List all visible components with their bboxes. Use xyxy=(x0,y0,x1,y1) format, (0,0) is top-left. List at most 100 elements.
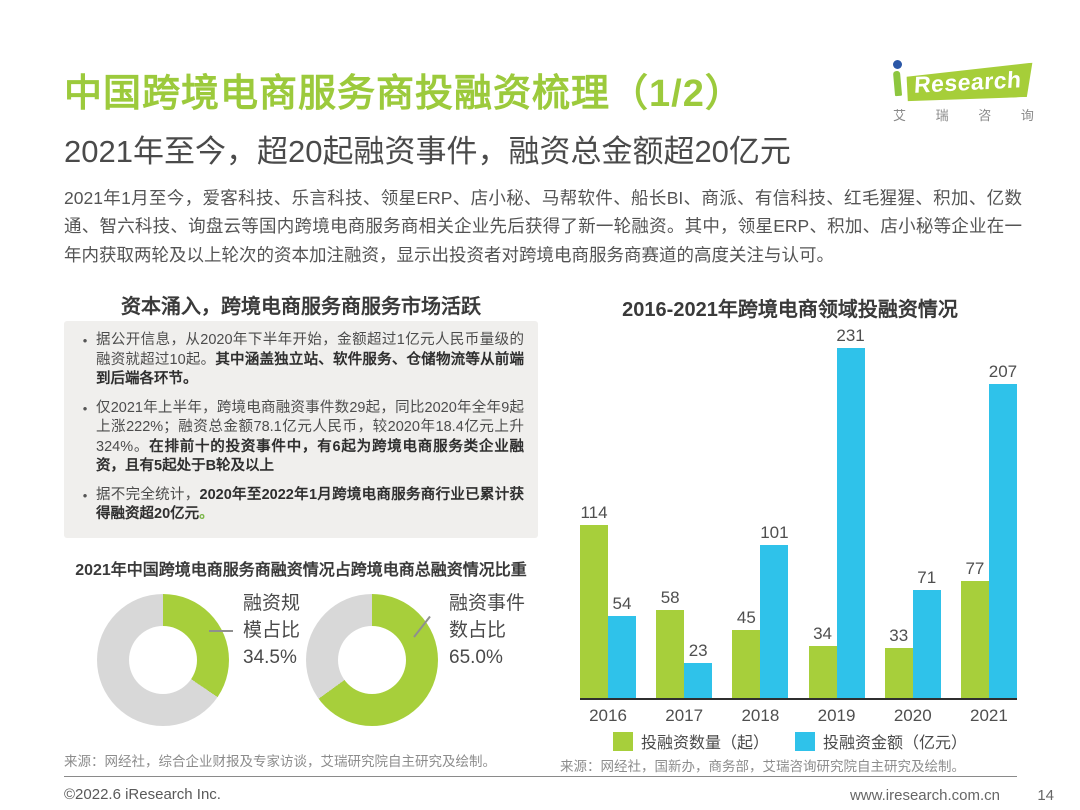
bar-group-2019: 34 231 xyxy=(808,326,865,698)
barwrap-2017-count: 58 xyxy=(656,588,685,698)
bar-value-label: 54 xyxy=(612,594,632,613)
donut2-label-line2: 数占比 xyxy=(449,620,507,641)
barwrap-2021-amount: 207 xyxy=(989,362,1017,698)
donut2-label-line1: 融资事件 xyxy=(449,593,526,614)
barwrap-2019-count: 34 xyxy=(808,624,837,698)
bar-chart-title: 2016-2021年跨境电商领域投融资情况 xyxy=(622,299,958,321)
bar-blue-2017 xyxy=(684,663,713,698)
logo-chinese-name: 艾 瑞 咨 询 xyxy=(893,108,1047,123)
bullet-text: 仅2021年上半年，跨境电商融资事件数29起，同比2020年全年9起上涨222%… xyxy=(96,399,524,455)
page-subtitle: 2021年至今，超20起融资事件，融资总金额超20亿元 xyxy=(64,134,791,169)
bullet-item: • 仅2021年上半年，跨境电商融资事件数29起，同比2020年全年9起上涨22… xyxy=(74,399,524,477)
barwrap-2018-amount: 101 xyxy=(760,523,789,698)
bar-green-2016 xyxy=(580,525,608,698)
bar-group-2018: 45 101 xyxy=(732,523,789,698)
website-url: www.iresearch.com.cn xyxy=(849,787,1000,804)
bar-value-label: 101 xyxy=(760,523,789,542)
left-section-title: 资本涌入，跨境电商服务商服务市场活跃 xyxy=(121,296,481,318)
intro-paragraph: 2021年1月至今，爱客科技、乐言科技、领星ERP、店小秘、马帮软件、船长BI、… xyxy=(64,188,1022,265)
logo-wordmark: Research xyxy=(905,63,1032,104)
bar-blue-2018 xyxy=(760,545,789,698)
barwrap-2020-amount: 71 xyxy=(912,568,941,698)
barwrap-2017-amount: 23 xyxy=(684,641,713,698)
bullet-item: • 据不完全统计，2020年至2022年1月跨境电商服务商行业已累计获得融资超2… xyxy=(74,486,524,525)
donut1-label-line2: 模占比 xyxy=(243,620,301,641)
x-axis-label-2020: 2020 xyxy=(893,706,932,725)
donut1-label-line1: 融资规 xyxy=(243,593,301,614)
logo-i-stem-icon xyxy=(892,70,903,97)
donut1-value: 34.5% xyxy=(243,647,297,668)
bullet-text: 据不完全统计， xyxy=(96,486,200,503)
donut1-label: 融资规 模占比 34.5% xyxy=(243,590,300,671)
donut2-value: 65.0% xyxy=(449,647,503,668)
key-points-box: • 据公开信息，从2020年下半年开始，金额超过1亿元人民币量级的融资就超过10… xyxy=(64,321,538,538)
x-axis-label-2019: 2019 xyxy=(817,706,856,725)
legend-label-amount: 投融资金额（亿元） xyxy=(823,735,968,752)
bar-green-2018 xyxy=(732,630,761,698)
bar-group-2020: 33 71 xyxy=(884,568,941,698)
legend-swatch-green xyxy=(612,731,633,751)
logo-i-dot-icon xyxy=(893,60,902,69)
bar-value-label: 207 xyxy=(988,362,1018,381)
bar-value-label: 114 xyxy=(580,503,608,522)
bullet-item: • 据公开信息，从2020年下半年开始，金额超过1亿元人民币量级的融资就超过10… xyxy=(74,331,524,390)
barwrap-2021-count: 77 xyxy=(960,559,989,698)
donut1-callout-line xyxy=(209,630,233,632)
x-axis-label-2017: 2017 xyxy=(665,706,704,725)
donut-section-title: 2021年中国跨境电商服务商融资情况占跨境电商总融资情况比重 xyxy=(75,562,527,579)
bar-value-label: 33 xyxy=(889,626,909,645)
bullet-marker: • xyxy=(82,333,88,348)
legend-item-count: 投融资数量（起） xyxy=(612,729,769,753)
bar-blue-2021 xyxy=(988,384,1017,698)
page-title: 中国跨境电商服务商投融资梳理（1/2） xyxy=(64,73,744,115)
barwrap-2019-amount: 231 xyxy=(836,326,865,698)
bar-value-label: 71 xyxy=(917,568,937,587)
bar-value-label: 45 xyxy=(736,608,756,627)
barwrap-2016-count: 114 xyxy=(580,503,608,698)
iresearch-logo: Research 艾 瑞 咨 询 xyxy=(892,58,1047,124)
bar-green-2021 xyxy=(960,581,989,698)
bar-green-2017 xyxy=(656,610,685,698)
barwrap-2020-count: 33 xyxy=(884,626,913,698)
footer-divider xyxy=(64,776,1017,777)
x-axis-label-2021: 2021 xyxy=(970,706,1008,725)
x-axis-label-2016: 2016 xyxy=(589,706,627,725)
bar-chart-x-axis-labels: 2016 2017 2018 2019 2020 2021 xyxy=(580,706,1017,726)
bullet-marker: • xyxy=(82,487,88,503)
bar-group-2017: 58 23 xyxy=(656,588,713,698)
barwrap-2018-count: 45 xyxy=(732,608,761,698)
legend-swatch-blue xyxy=(795,731,815,751)
donut-chart-funding-events xyxy=(306,594,438,726)
bullet-text-tail: 。 xyxy=(199,506,214,522)
bar-chart-legend: 投融资数量（起） 投融资金额（亿元） xyxy=(560,729,1020,753)
bullet-marker: • xyxy=(82,400,88,416)
bar-blue-2019 xyxy=(836,348,865,698)
barwrap-2016-amount: 54 xyxy=(608,594,636,698)
copyright-text: ©2022.6 iResearch Inc. xyxy=(64,786,221,803)
legend-item-amount: 投融资金额（亿元） xyxy=(795,729,967,753)
bar-value-label: 58 xyxy=(660,588,680,607)
right-source-note: 来源：网经社，国新办，商务部，艾瑞咨询研究院自主研究及绘制。 xyxy=(560,759,965,774)
bar-chart-plot-area: 114 54 58 23 45 101 34 231 33 71 77 207 xyxy=(580,326,1017,700)
bullet-text: 据公开信息，从2020年下半年开始，金额超过1亿元人民币量级的融资就超过10起。 xyxy=(96,332,524,368)
page-number: 14 xyxy=(1037,787,1054,804)
bullet-text-bold: 在排前十的投资事件中，有6起为跨境电商服务类企业融资，且有5起处于B轮及以上 xyxy=(96,438,524,475)
bar-value-label: 231 xyxy=(836,326,865,345)
bar-value-label: 23 xyxy=(688,641,708,660)
bar-blue-2016 xyxy=(608,616,636,698)
bar-group-2021: 77 207 xyxy=(960,362,1017,698)
bullet-text-bold: 其中涵盖独立站、软件服务、仓储物流等从前端到后端各环节。 xyxy=(96,351,524,388)
legend-label-count: 投融资数量（起） xyxy=(640,735,769,752)
bar-value-label: 77 xyxy=(965,559,985,578)
bar-green-2019 xyxy=(808,646,837,698)
left-source-note: 来源：网经社，综合企业财报及专家访谈，艾瑞研究院自主研究及绘制。 xyxy=(64,754,496,769)
bar-group-2016: 114 54 xyxy=(580,503,636,698)
bullet-text-bold: 2020年至2022年1月跨境电商服务商行业已累计获得融资超20亿元 xyxy=(96,486,525,523)
bar-value-label: 34 xyxy=(813,624,833,643)
bar-green-2020 xyxy=(884,648,913,698)
bar-blue-2020 xyxy=(912,590,941,698)
x-axis-label-2018: 2018 xyxy=(741,706,780,725)
donut-chart-funding-scale xyxy=(97,594,229,726)
logo-i-icon xyxy=(892,58,904,100)
